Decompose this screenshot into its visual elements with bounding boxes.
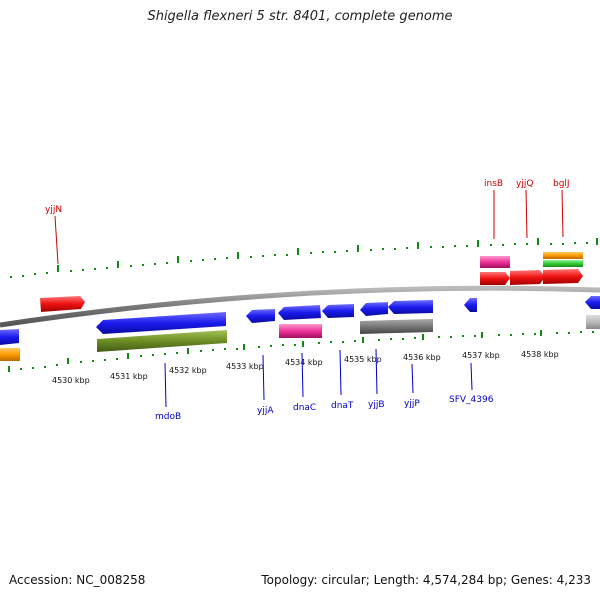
gene-mdoB-feature[interactable]	[97, 330, 227, 352]
left-edge-cds[interactable]	[0, 329, 19, 345]
accession-text: Accession: NC_008258	[9, 573, 146, 587]
top-tick-track	[10, 238, 598, 278]
scale-label: 4534 kbp	[285, 358, 323, 367]
top-gene-labels: yjjN insB yjjQ bglJ	[45, 179, 570, 265]
gene-label-dnaC[interactable]: dnaC	[293, 403, 316, 413]
gene-label-dnaT[interactable]: dnaT	[331, 401, 354, 411]
gene-dnaC-feature[interactable]	[279, 324, 322, 338]
bottom-tick-track	[8, 330, 594, 372]
genome-stats-text: Topology: circular; Length: 4,574,284 bp…	[261, 573, 591, 587]
scale-label: 4530 kbp	[52, 376, 90, 385]
map-title: Shigella flexneri 5 str. 8401, complete …	[147, 9, 453, 24]
right-edge-grey-feature[interactable]	[586, 315, 600, 329]
left-edge-orange-feature[interactable]	[0, 348, 20, 361]
gene-dnaT-arrow[interactable]	[322, 304, 354, 318]
gene-label-yjjN[interactable]: yjjN	[45, 205, 62, 215]
top-strand-features	[40, 252, 583, 312]
genome-backbone	[0, 285, 600, 328]
gene-mdoB-arrow[interactable]	[96, 312, 226, 334]
bottom-strand-features	[0, 296, 600, 361]
gene-insB-arrow[interactable]	[480, 272, 510, 285]
scale-label: 4532 kbp	[169, 366, 207, 375]
gene-yjjB-arrow[interactable]	[360, 302, 388, 316]
scale-labels: 4530 kbp 4531 kbp 4532 kbp 4533 kbp 4534…	[52, 350, 559, 385]
scale-label: 4535 kbp	[344, 355, 382, 364]
gene-label-SFV_4396[interactable]: SFV_4396	[449, 395, 494, 405]
gene-dnaC-arrow[interactable]	[278, 305, 321, 320]
gene-label-yjjA[interactable]: yjjA	[257, 406, 274, 416]
gene-label-mdoB[interactable]: mdoB	[155, 412, 181, 422]
scale-label: 4533 kbp	[226, 362, 264, 371]
right-edge-cds[interactable]	[585, 296, 600, 309]
scale-label: 4536 kbp	[403, 353, 441, 362]
gene-label-yjjQ[interactable]: yjjQ	[516, 179, 533, 189]
scale-label: 4537 kbp	[462, 351, 500, 360]
scale-label: 4538 kbp	[521, 350, 559, 359]
gene-bglJ-arrow[interactable]	[543, 269, 583, 284]
gene-label-yjjP[interactable]: yjjP	[404, 399, 420, 409]
gene-yjjN-arrow[interactable]	[40, 296, 85, 312]
gene-yjjB-yjjP-pseudo[interactable]	[360, 319, 433, 334]
gene-yjjA-arrow[interactable]	[246, 309, 275, 323]
gene-label-bglJ[interactable]: bglJ	[553, 179, 570, 189]
bottom-gene-labels: mdoB yjjA dnaC dnaT yjjB yjjP SFV_4396	[155, 348, 494, 422]
gene-bglJ-orange-feature[interactable]	[543, 252, 583, 259]
gene-label-insB[interactable]: insB	[484, 179, 503, 189]
gene-SFV_4396-arrow[interactable]	[464, 298, 477, 312]
gene-yjjP-arrow[interactable]	[388, 300, 433, 314]
gene-yjjQ-arrow[interactable]	[510, 270, 545, 285]
gene-label-yjjB[interactable]: yjjB	[368, 400, 385, 410]
scale-label: 4531 kbp	[110, 372, 148, 381]
gene-bglJ-green-feature[interactable]	[543, 260, 583, 267]
gene-insB-feature[interactable]	[480, 256, 510, 268]
